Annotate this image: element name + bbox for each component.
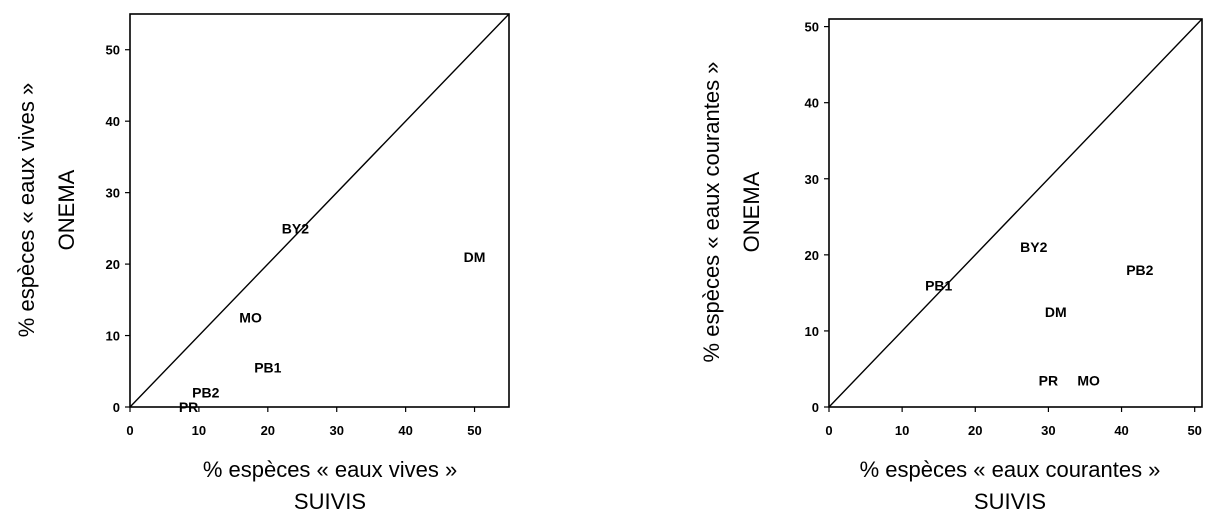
y-tick-label: 30 [805, 172, 819, 187]
y-tick-label: 40 [805, 96, 819, 111]
x-tick-label: 20 [261, 423, 275, 438]
y-axis-title-line-2: ONEMA [54, 169, 79, 250]
x-tick-label: 30 [1041, 423, 1055, 438]
plot-frame [828, 18, 1203, 408]
point-label-mo: MO [1077, 372, 1100, 388]
y-axis-title-line-1: % espèces « eaux vives » [14, 83, 39, 337]
point-label-pb1: PB1 [925, 277, 952, 293]
x-axis-title-line-2: SUIVIS [294, 489, 366, 514]
y-axis-title-line-1: % espèces « eaux courantes » [699, 62, 724, 363]
y-tick-label: 10 [805, 324, 819, 339]
x-tick-label: 40 [398, 423, 412, 438]
point-label-by2: BY2 [1020, 239, 1047, 255]
x-tick-label: 0 [126, 423, 133, 438]
x-tick-label: 50 [467, 423, 481, 438]
x-axis-title-line-1: % espèces « eaux courantes » [860, 457, 1161, 482]
identity-line [129, 13, 510, 408]
x-tick-label: 0 [825, 423, 832, 438]
x-tick-label: 50 [1187, 423, 1201, 438]
y-tick-label: 20 [106, 257, 120, 272]
x-axis-title-line-1: % espèces « eaux vives » [203, 457, 457, 482]
y-tick-label: 0 [113, 400, 120, 415]
point-label-pb1: PB1 [254, 360, 281, 376]
point-label-pb2: PB2 [192, 385, 219, 401]
x-tick-label: 40 [1114, 423, 1128, 438]
x-tick-label: 10 [192, 423, 206, 438]
y-tick-label: 30 [106, 186, 120, 201]
x-tick-label: 10 [895, 423, 909, 438]
y-tick-label: 50 [805, 20, 819, 35]
x-axis-title-line-2: SUIVIS [974, 489, 1046, 514]
point-label-by2: BY2 [282, 220, 309, 236]
x-tick-label: 30 [329, 423, 343, 438]
point-label-pr: PR [179, 399, 198, 415]
point-label-dm: DM [1045, 304, 1067, 320]
y-tick-label: 0 [812, 400, 819, 415]
y-axis-title-line-2: ONEMA [739, 171, 764, 252]
y-tick-label: 10 [106, 329, 120, 344]
point-label-mo: MO [239, 310, 262, 326]
y-tick-label: 40 [106, 114, 120, 129]
identity-line [828, 18, 1203, 408]
point-label-pr: PR [1039, 372, 1058, 388]
x-tick-label: 20 [968, 423, 982, 438]
plot-frame [129, 13, 510, 408]
point-label-dm: DM [464, 249, 486, 265]
y-tick-label: 50 [106, 43, 120, 58]
chart-panel-2: 0 10 20 30 40 50 0 10 20 30 40 50 PB1 BY2 PB2 DM PR MO % e… [699, 18, 1203, 514]
y-tick-label: 20 [805, 248, 819, 263]
point-label-pb2: PB2 [1126, 262, 1153, 278]
